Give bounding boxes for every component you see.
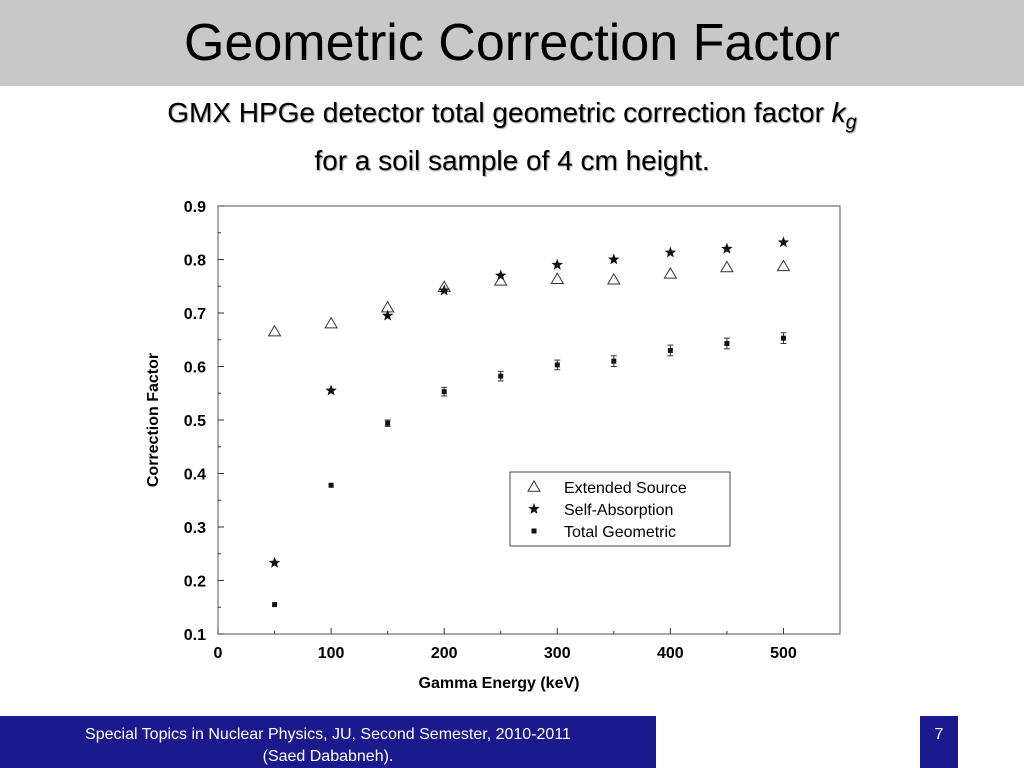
x-tick-label: 200 <box>431 645 458 662</box>
subtitle-line2: for a soil sample of 4 cm height. <box>314 144 710 176</box>
y-axis-label: Correction Factor <box>145 353 162 487</box>
legend-marker-self-absorption <box>528 503 540 514</box>
total-geometric-point <box>272 602 278 608</box>
total-geometric-point <box>498 373 504 379</box>
legend-label-extended-source: Extended Source <box>564 480 687 497</box>
footer-line1: Special Topics in Nuclear Physics, JU, S… <box>85 726 571 743</box>
y-tick-label: 0.6 <box>184 360 206 377</box>
y-tick-label: 0.3 <box>184 520 206 537</box>
total-geometric-point <box>385 420 391 426</box>
self-absorption-point <box>664 246 677 258</box>
slide-subtitle: GMX HPGe detector total geometric correc… <box>62 94 962 180</box>
extended-source-point <box>324 316 338 329</box>
y-tick-label: 0.4 <box>184 467 206 484</box>
y-tick-label: 0.8 <box>184 253 206 270</box>
self-absorption-point <box>721 242 733 254</box>
total-geometric-point <box>667 347 673 353</box>
y-tick-label: 0.5 <box>184 413 206 430</box>
subtitle-k-subscript: g <box>845 111 857 134</box>
subtitle-k-symbol: k <box>831 97 846 128</box>
slide-title: Geometric Correction Factor <box>184 14 840 72</box>
page-number: 7 <box>920 716 958 768</box>
footer-line2: (Saed Dababneh). <box>262 748 394 765</box>
legend-box <box>509 471 731 547</box>
plot-frame <box>217 205 841 635</box>
self-absorption-point <box>325 384 337 396</box>
y-tick-label: 0.9 <box>184 199 206 216</box>
y-tick-label: 0.2 <box>184 574 206 591</box>
title-bar <box>0 0 1024 86</box>
legend-marker-extended-source <box>527 480 541 492</box>
footer-text: Special Topics in Nuclear Physics, JU, S… <box>0 716 656 768</box>
total-geometric-point <box>554 362 560 368</box>
total-geometric-point <box>611 358 617 364</box>
total-geometric-point <box>441 389 447 395</box>
self-absorption-point <box>777 236 790 248</box>
x-tick-label: 300 <box>544 645 571 662</box>
self-absorption-point <box>381 309 394 321</box>
x-tick-label: 400 <box>657 645 684 662</box>
self-absorption-point <box>268 556 281 568</box>
extended-source-point <box>720 260 734 273</box>
self-absorption-point <box>495 269 507 281</box>
x-tick-label: 0 <box>214 645 223 662</box>
self-absorption-point <box>438 284 450 296</box>
extended-source-point <box>776 259 791 272</box>
self-absorption-point <box>551 258 563 270</box>
extended-source-point <box>267 324 282 337</box>
legend-label-self-absorption: Self-Absorption <box>564 502 673 519</box>
extended-source-point <box>606 272 621 285</box>
self-absorption-point <box>608 253 620 265</box>
x-axis-label: Gamma Energy (keV) <box>419 675 580 692</box>
legend-label-total-geometric: Total Geometric <box>564 524 676 541</box>
correction-factor-chart: 0 100 200 300 400 500 0.1 0.2 0.3 0.4 0.5 0.6 0.7 0.8… <box>145 199 841 692</box>
y-tick-label: 0.7 <box>184 306 206 323</box>
total-geometric-point <box>328 482 334 488</box>
extended-source-point <box>663 266 678 279</box>
legend-marker-total-geometric <box>531 528 537 534</box>
y-tick-label: 0.1 <box>184 627 206 644</box>
x-tick-label: 500 <box>770 645 797 662</box>
extended-source-point <box>550 272 565 284</box>
x-tick-label: 100 <box>318 645 345 662</box>
subtitle-line1: GMX HPGe detector total geometric correc… <box>167 97 832 128</box>
total-geometric-point <box>780 335 786 341</box>
total-geometric-point <box>724 340 730 346</box>
